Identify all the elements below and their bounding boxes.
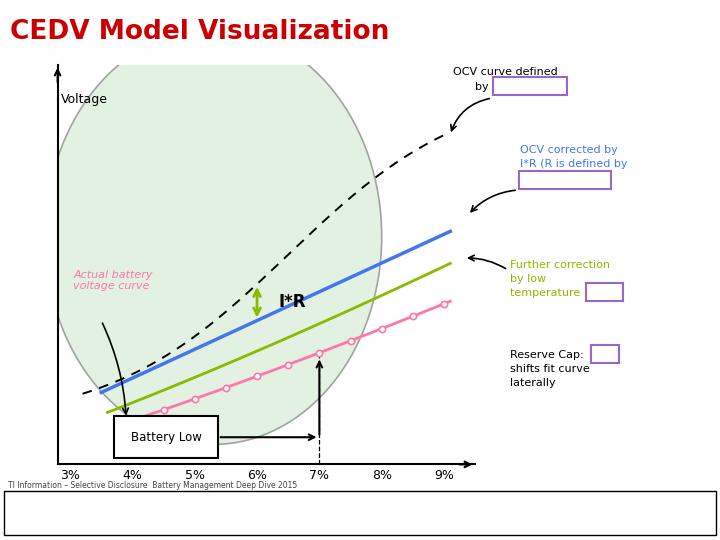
FancyBboxPatch shape [591, 345, 619, 363]
Text: Further correction: Further correction [510, 260, 610, 270]
Text: FULLY CHARGED! Jump-start your Battery System Design – www.TI.com/battery: FULLY CHARGED! Jump-start your Battery S… [108, 503, 572, 513]
Text: OCV curve defined: OCV curve defined [453, 67, 557, 77]
Text: EMF, C0: EMF, C0 [508, 82, 552, 92]
Text: Battery Low: Battery Low [131, 431, 202, 444]
Ellipse shape [45, 29, 382, 444]
FancyBboxPatch shape [519, 171, 611, 189]
FancyBboxPatch shape [4, 491, 716, 535]
Text: shifts fit curve: shifts fit curve [510, 364, 590, 374]
Text: (TC): (TC) [593, 288, 616, 298]
Text: OCV corrected by: OCV corrected by [520, 145, 618, 155]
Text: laterally: laterally [510, 378, 556, 388]
Text: temperature: temperature [510, 288, 584, 298]
FancyBboxPatch shape [586, 283, 623, 301]
Text: R0, R1, T0): R0, R1, T0) [534, 176, 596, 186]
Text: by low: by low [510, 274, 546, 284]
Text: ● Expert Solutions ● Easy-to-use ● Robust Design Tools ● Innovative Products: ● Expert Solutions ● Easy-to-use ● Robus… [130, 521, 490, 530]
Text: I*R (R is defined by: I*R (R is defined by [520, 159, 628, 169]
Text: INSTRUMENTS: INSTRUMENTS [610, 517, 689, 527]
FancyBboxPatch shape [493, 77, 567, 95]
Text: C1: C1 [598, 350, 613, 360]
Text: by: by [475, 82, 492, 92]
Text: TEXAS: TEXAS [610, 503, 646, 513]
FancyBboxPatch shape [114, 416, 218, 458]
Text: Actual battery
voltage curve: Actual battery voltage curve [73, 270, 153, 292]
Text: Reserve Cap:: Reserve Cap: [510, 350, 587, 360]
Text: TI Information – Selective Disclosure  Battery Management Deep Dive 2015: TI Information – Selective Disclosure Ba… [8, 482, 297, 490]
Text: I*R: I*R [279, 293, 307, 311]
Text: CEDV Model Visualization: CEDV Model Visualization [10, 19, 390, 45]
Text: Voltage: Voltage [60, 93, 108, 106]
